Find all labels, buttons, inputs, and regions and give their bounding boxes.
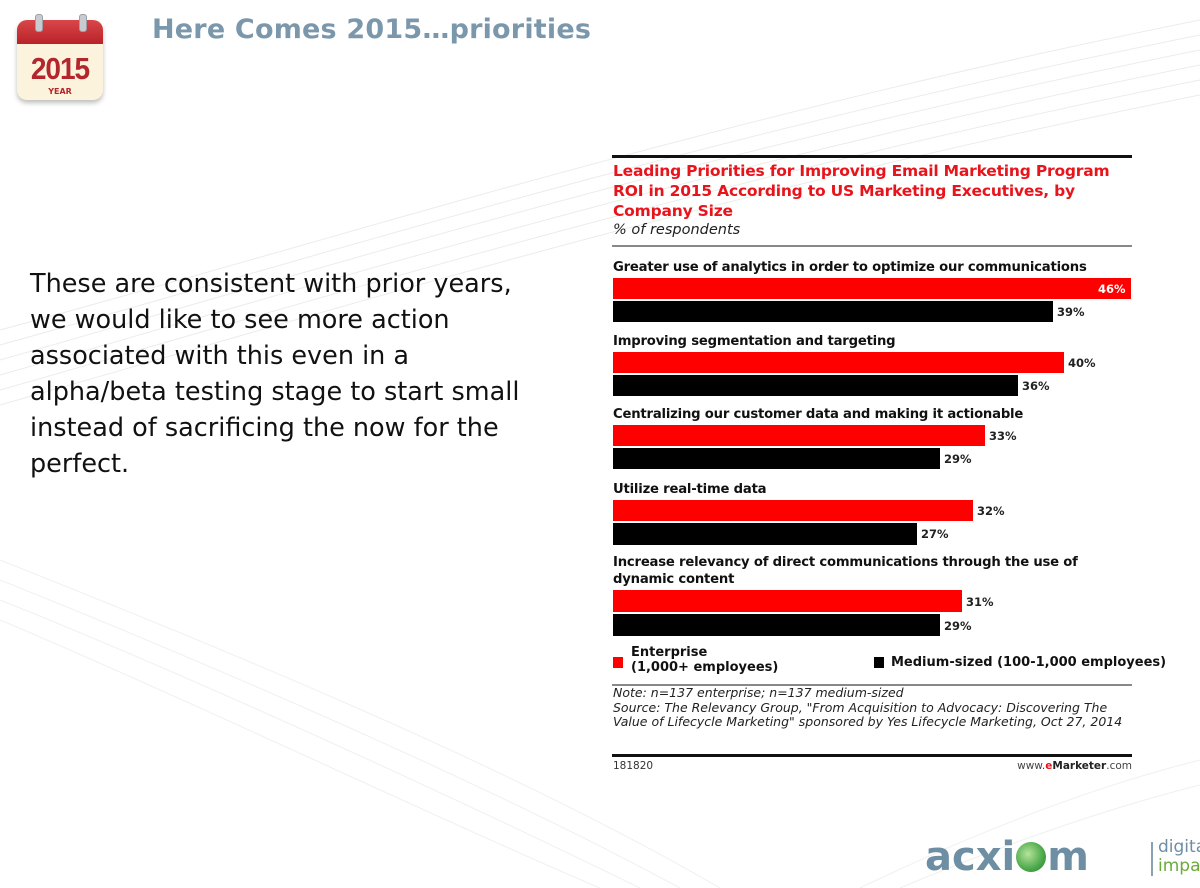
- chart-source: Source: The Relevancy Group, "From Acqui…: [613, 699, 1123, 729]
- bar-value-label: 29%: [944, 619, 972, 633]
- legend-swatch-medium: [874, 657, 884, 668]
- category-label: Centralizing our customer data and makin…: [613, 407, 1024, 422]
- legend-label-enterprise-line2: (1,000+ employees): [631, 660, 779, 675]
- bar-value-label: 40%: [1068, 356, 1096, 370]
- chart-bottom-rule: [612, 754, 1132, 757]
- bar-enterprise: [613, 278, 1131, 299]
- bar-enterprise: [613, 352, 1064, 373]
- logo-separator: [1151, 842, 1153, 876]
- bar-medium: [613, 301, 1053, 322]
- emarketer-credit: www.eMarketer.com: [1017, 760, 1132, 772]
- legend-label-medium: Medium-sized (100-1,000 employees): [891, 655, 1167, 670]
- calendar-2015-icon: 2015 YEAR: [17, 14, 105, 102]
- legend-swatch-enterprise: [613, 657, 623, 668]
- calendar-year-label: YEAR: [48, 87, 72, 96]
- credit-e: e: [1045, 760, 1053, 772]
- category-label: Increase relevancy of direct communicati…: [613, 555, 1078, 587]
- chart-notes: Note: n=137 enterprise; n=137 medium-siz…: [613, 685, 1133, 730]
- bar-value-label: 29%: [944, 452, 972, 466]
- bar-value-label: 39%: [1057, 305, 1085, 319]
- bar-value-label: 31%: [966, 595, 994, 609]
- chart-divider: [612, 684, 1132, 686]
- bar-value-label: 36%: [1022, 379, 1050, 393]
- bar-value-label: 32%: [977, 504, 1005, 518]
- legend-label-enterprise: Enterprise (1,000+ employees): [631, 645, 778, 675]
- category-label: Greater use of analytics in order to opt…: [613, 260, 1087, 275]
- chart-note: Note: n=137 enterprise; n=137 medium-siz…: [613, 685, 904, 700]
- bar-value-label: 33%: [989, 429, 1017, 443]
- bar-value-label: 27%: [921, 527, 949, 541]
- credit-brand: Marketer: [1052, 760, 1107, 772]
- bar-medium: [613, 523, 917, 545]
- legend-label-enterprise-line1: Enterprise: [631, 645, 708, 660]
- category-label: Utilize real-time data: [613, 482, 767, 497]
- chart-subtitle: % of respondents: [613, 222, 741, 238]
- calendar-year: 2015: [30, 51, 90, 86]
- logo-sub-digital: digital: [1158, 837, 1200, 857]
- bar-enterprise: [613, 425, 985, 446]
- category-label: Improving segmentation and targeting: [613, 334, 896, 349]
- globe-icon: [1016, 842, 1047, 872]
- bar-medium: [613, 375, 1018, 396]
- bar-enterprise: [613, 590, 962, 612]
- chart-title: Leading Priorities for Improving Email M…: [613, 162, 1110, 220]
- bar-medium: [613, 448, 940, 469]
- acxiom-wordmark: acxi m: [925, 834, 1089, 880]
- chart-divider: [612, 245, 1132, 247]
- bar-value-label: 46%: [1098, 282, 1126, 296]
- bar-enterprise: [613, 500, 973, 521]
- credit-suffix: .com: [1106, 760, 1132, 772]
- bar-medium: [613, 614, 940, 636]
- logo-sub-impact: impact: [1158, 856, 1200, 876]
- slide-title: Here Comes 2015…priorities: [152, 14, 592, 45]
- credit-prefix: www.: [1017, 760, 1046, 772]
- chart-top-rule: [612, 155, 1132, 158]
- chart-id: 181820: [613, 760, 654, 772]
- body-text: These are consistent with prior years, w…: [30, 269, 520, 479]
